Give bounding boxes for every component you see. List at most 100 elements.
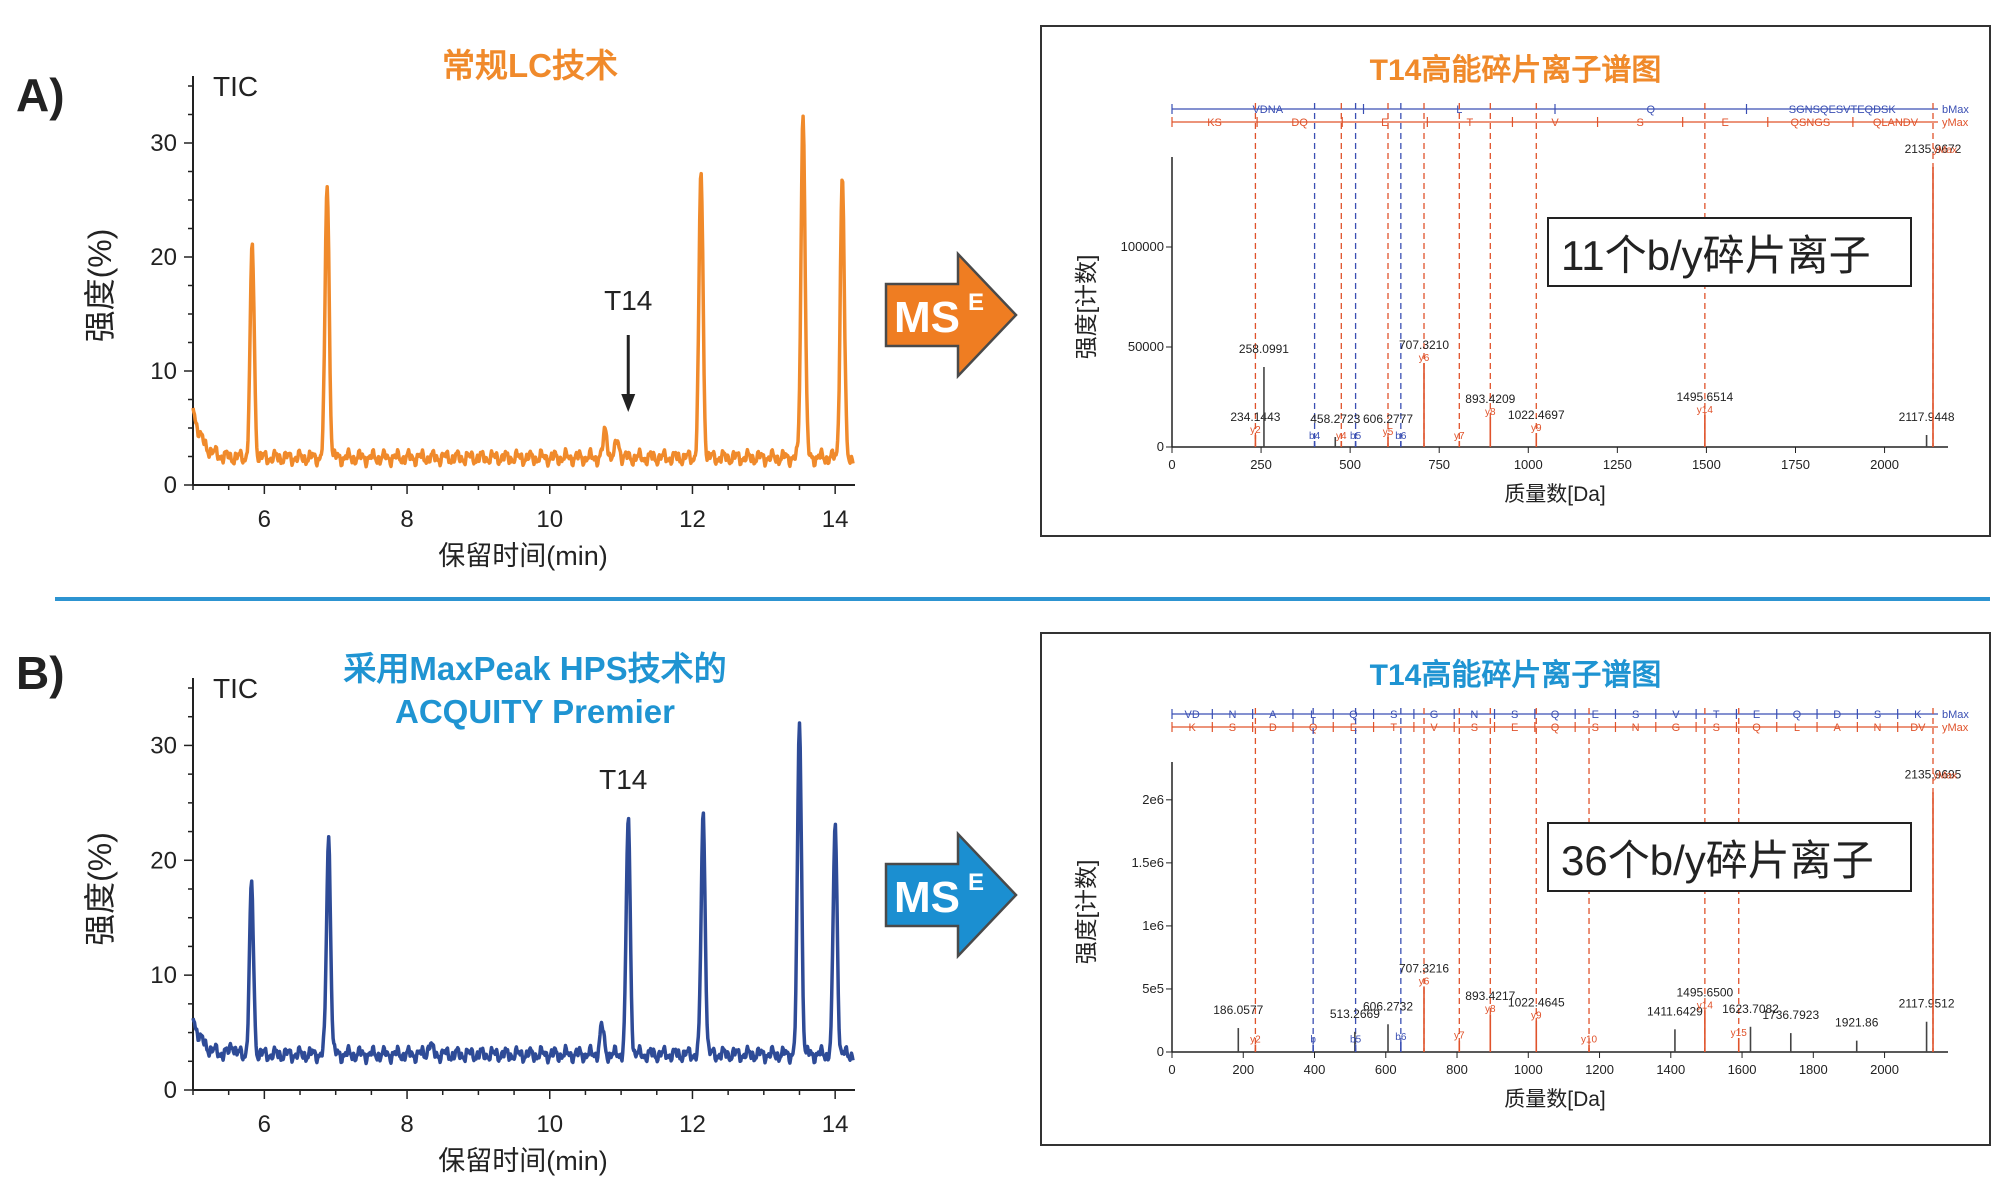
spectrum-x-tick-label: 1250 [1603, 457, 1632, 472]
b-ion-ladder-residue: Q [1551, 709, 1560, 721]
section-divider [55, 597, 1990, 601]
b-ion-ladder-residue: S [1874, 709, 1881, 721]
y-tick-label: 10 [150, 358, 177, 385]
b-ion-ladder-residue: SGNSQESVTEQDSK [1789, 104, 1897, 116]
b-ion-ladder-residue: L [1310, 709, 1316, 721]
mse-arrow-a-superscript: E [968, 289, 984, 316]
y-ion-ladder-residue: D [1269, 722, 1277, 734]
y-tick-label: 0 [164, 1077, 177, 1104]
chromatogram-a-plot: 6 8 10 12 14 0 10 20 30 保留时间(min) 强度(%) TIC T14 [82, 71, 855, 571]
y-ion-ladder-residue: V [1430, 722, 1438, 734]
spectrum-x-tick-label: 0 [1168, 1062, 1175, 1077]
chromatogram-a: 6 8 10 12 14 0 10 20 30 保留时间(min) 强度(%) TIC T14 [82, 71, 855, 571]
spectrum-x-tick-label: 600 [1375, 1062, 1397, 1077]
spectrum-x-tick-label: 200 [1232, 1062, 1254, 1077]
spectrum-x-tick-label: 1400 [1656, 1062, 1685, 1077]
mse-arrow-a-label: MS [894, 293, 960, 342]
y-tick-label: 20 [150, 847, 177, 874]
ion-label: y4 [1336, 431, 1347, 442]
ion-label: b6 [1395, 1032, 1407, 1043]
y-tick-label: 30 [150, 732, 177, 759]
b-ion-ladder-residue: A [1269, 709, 1277, 721]
ion-label: b6 [1395, 431, 1407, 442]
y-ion-ladder-residue: E [1350, 722, 1357, 734]
peak-mass-label: 258.0991 [1239, 342, 1289, 356]
spectrum-y-tick-label: 0 [1157, 439, 1164, 454]
t14-label: T14 [599, 764, 647, 795]
spectrum-x-tick-label: 0 [1168, 457, 1175, 472]
panel-b-title-line1: 采用MaxPeak HPS技术的 [343, 650, 727, 687]
b-ion-ladder-residue: D [1833, 709, 1841, 721]
y-ion-ladder-residue: Q [1551, 722, 1560, 734]
peak-mass-label: 2135.9695 [1905, 767, 1962, 781]
b-ion-ladder-residue: VDNA [1252, 104, 1283, 116]
spectrum-x-axis-label: 质量数[Da] [1504, 483, 1606, 506]
b-ion-ladder-residue: L [1456, 104, 1462, 116]
spectrum-y-tick-label: 50000 [1128, 339, 1164, 354]
b-ion-ladder-residue: S [1632, 709, 1639, 721]
ion-label: y9 [1531, 1010, 1542, 1021]
chromatogram-b: 6 8 10 12 14 0 10 20 30 保留时间(min) 强度(%) TIC T14 [82, 673, 855, 1176]
ion-label: y6 [1419, 976, 1430, 987]
peak-mass-label: 1022.4697 [1508, 408, 1565, 422]
b-ion-ladder-residue: N [1470, 709, 1478, 721]
peak-mass-label: 2117.9512 [1899, 997, 1955, 1011]
spectrum-b-chart: VDNALQSGNSQESVTEQDSKbMaxKSDQETVSEQSNGSQL… [1073, 708, 1969, 1111]
y-ion-ladder-residue: DQ [1291, 117, 1308, 129]
x-tick-label: 14 [822, 506, 849, 533]
spectrum-y-tick-label: 5e5 [1142, 981, 1164, 996]
ion-label: b4 [1309, 431, 1321, 442]
spectrum-a-callout: 11个b/y碎片离子 [1547, 217, 1912, 287]
b-ion-ladder-residue: Q [1646, 104, 1655, 116]
spectrum-x-tick-label: 2000 [1870, 457, 1899, 472]
spectrum-x-tick-label: 500 [1339, 457, 1361, 472]
spectrum-x-tick-label: 1000 [1514, 1062, 1543, 1077]
spectrum-x-tick-label: 750 [1428, 457, 1450, 472]
x-axis-label: 保留时间(min) [438, 1146, 608, 1176]
y-ion-ladder-residue: S [1713, 722, 1720, 734]
b-ion-ladder-residue: VD [1185, 709, 1200, 721]
peak-mass-label: 2135.9672 [1905, 142, 1962, 156]
peak-mass-label: 893.4217 [1465, 989, 1515, 1003]
b-ion-ladder-residue: K [1914, 709, 1922, 721]
panel-a-title: 常规LC技术 [442, 47, 618, 84]
tic-label: TIC [213, 71, 258, 102]
spectrum-b-panel: T14高能碎片离子谱图 VDNALQSGNSQESVTEQDSKbMaxKSDQ… [1040, 632, 1991, 1146]
peak-mass-label: 513.2669 [1330, 1007, 1380, 1021]
b-ion-ladder-residue: S [1390, 709, 1397, 721]
mse-arrow-b-superscript: E [968, 869, 984, 896]
x-tick-label: 10 [536, 506, 563, 533]
peak-mass-label: 1736.7923 [1762, 1008, 1819, 1022]
y-ion-ladder-residue: G [1672, 722, 1681, 734]
spectrum-a-chart: VDNA L Q SGNSQESVTEQDSK bMax KS DQ E T V S E QSNGS QL… [1073, 103, 1969, 506]
y-ion-ladder-residue: KS [1207, 117, 1222, 129]
peak-mass-label: 186.0577 [1213, 1003, 1263, 1017]
y-ion-ladder-residue: Q [1752, 722, 1761, 734]
peak-mass-label: 606.2732 [1363, 999, 1413, 1013]
x-tick-label: 6 [258, 506, 271, 533]
peak-mass-label: 458.2723 [1310, 412, 1360, 426]
ion-label: y14 [1697, 405, 1714, 416]
spectrum-y-tick-label: 2e6 [1142, 792, 1164, 807]
y-ion-ladder-residue: QLANDV [1873, 117, 1919, 129]
spectrum-y-tick-label: 1.5e6 [1131, 855, 1164, 870]
y-ion-ladder-residue: N [1632, 722, 1640, 734]
peak-mass-label: 1411.6429 [1647, 1004, 1703, 1018]
ion-label: b5 [1350, 1034, 1362, 1045]
y-ion-ladder-residue: V [1551, 117, 1559, 129]
y-ion-ladder-residue: T [1467, 117, 1474, 129]
y-ion-ladder-residue: E [1511, 722, 1518, 734]
y-ion-ladder-residue: A [1834, 722, 1842, 734]
spectrum-x-tick-label: 1000 [1514, 457, 1543, 472]
spectrum-y-axis-label: 强度[计数] [1073, 860, 1099, 965]
y-ion-ladder-residue: L [1794, 722, 1800, 734]
y-ion-ladder-end: yMax [1942, 117, 1969, 129]
peak-mass-label: 1921.86 [1835, 1016, 1879, 1030]
ion-label: y7 [1454, 431, 1465, 442]
spectrum-x-tick-label: 250 [1250, 457, 1272, 472]
ion-label: y7 [1454, 1031, 1465, 1042]
peak-mass-label: 707.3210 [1399, 338, 1449, 352]
tic-trace [191, 114, 855, 469]
b-ion-ladder-residue: E [1592, 709, 1599, 721]
y-tick-label: 20 [150, 244, 177, 271]
